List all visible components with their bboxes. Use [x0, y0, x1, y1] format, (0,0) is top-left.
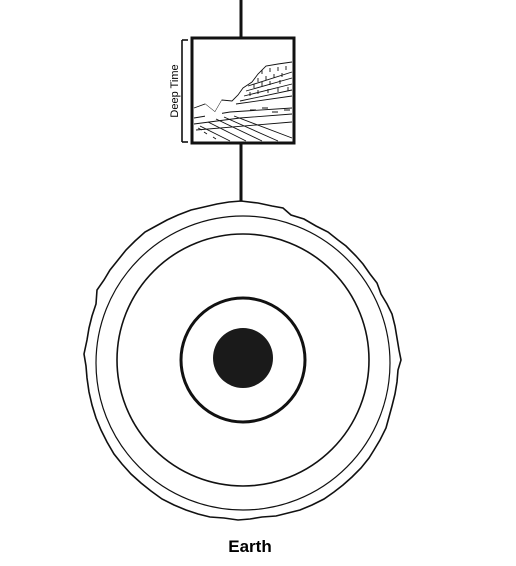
deep-time-bracket [181, 39, 188, 143]
deep-time-label: Deep Time [169, 64, 181, 117]
earth-cross-section [83, 200, 402, 521]
inset-canyon-fill [205, 100, 222, 118]
rock-strata-inset [190, 36, 296, 145]
earth-inner-core [213, 328, 273, 388]
inset-frame [190, 36, 296, 145]
earth-label: Earth [228, 537, 271, 556]
earth-crust-inner-boundary [95, 215, 391, 511]
earth-mantle-boundary [116, 233, 370, 487]
